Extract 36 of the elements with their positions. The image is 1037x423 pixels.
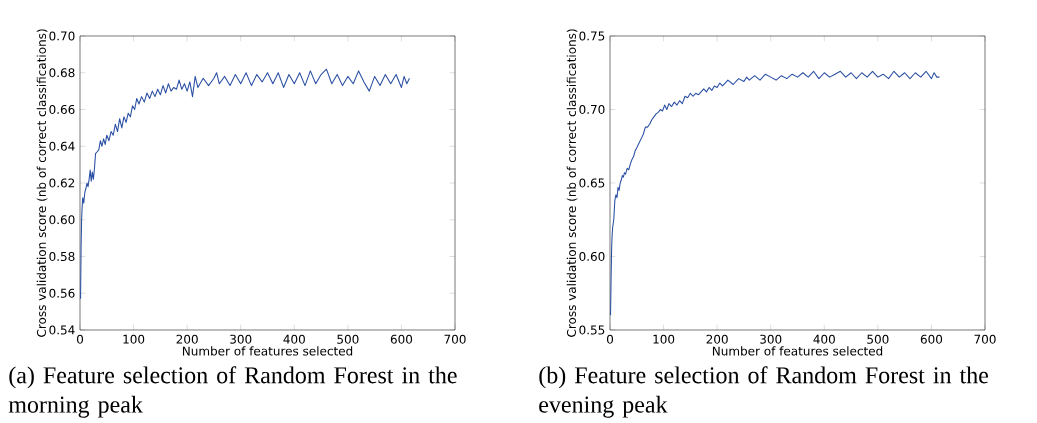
y-tick-label: 0.55 bbox=[579, 325, 605, 335]
y-tick-label: 0.60 bbox=[49, 215, 75, 225]
y-tick-label: 0.58 bbox=[49, 251, 75, 262]
y-tick-label: 0.54 bbox=[49, 325, 75, 335]
x-tick-label: 500 bbox=[867, 334, 889, 344]
y-tick-label: 0.68 bbox=[49, 68, 75, 78]
x-axis-title: Number of features selected bbox=[712, 346, 883, 356]
x-tick-label: 700 bbox=[444, 334, 466, 344]
y-axis-title: Cross validation score (nb of correct classifications) bbox=[36, 29, 48, 337]
x-tick-label: 200 bbox=[706, 334, 728, 344]
y-tick-label: 0.70 bbox=[49, 31, 75, 41]
y-tick-label: 0.66 bbox=[49, 104, 75, 115]
x-tick-label: 300 bbox=[230, 334, 252, 344]
x-tick-label: 300 bbox=[760, 334, 782, 344]
x-tick-label: 700 bbox=[974, 334, 996, 344]
y-tick-label: 0.75 bbox=[579, 31, 605, 41]
y-tick-label: 0.60 bbox=[579, 251, 605, 262]
x-tick-label: 500 bbox=[337, 334, 359, 344]
x-tick-label: 0 bbox=[606, 334, 614, 344]
text: (a) Feature selection of Random Forest in the morning peak bbox=[8, 366, 457, 418]
x-tick-label: 200 bbox=[176, 334, 198, 344]
y-axis-title: Cross validation score (nb of correct classifications) bbox=[566, 29, 578, 337]
y-tick-label: 0.64 bbox=[49, 141, 75, 151]
x-tick-label: 100 bbox=[653, 334, 675, 344]
x-tick-label: 100 bbox=[123, 334, 145, 344]
text: (b) Feature selection of Random Forest in the evening peak bbox=[539, 366, 989, 418]
y-tick-label: 0.70 bbox=[579, 104, 605, 115]
y-tick-label: 0.62 bbox=[49, 178, 75, 188]
y-tick-label: 0.65 bbox=[579, 178, 605, 188]
x-tick-label: 400 bbox=[813, 334, 835, 344]
y-tick-label: 0.56 bbox=[49, 288, 75, 298]
x-axis-title: Number of features selected bbox=[182, 346, 353, 356]
x-tick-label: 400 bbox=[283, 334, 305, 344]
x-tick-label: 600 bbox=[920, 334, 943, 344]
x-tick-label: 0 bbox=[76, 334, 84, 344]
x-tick-label: 600 bbox=[390, 334, 413, 344]
